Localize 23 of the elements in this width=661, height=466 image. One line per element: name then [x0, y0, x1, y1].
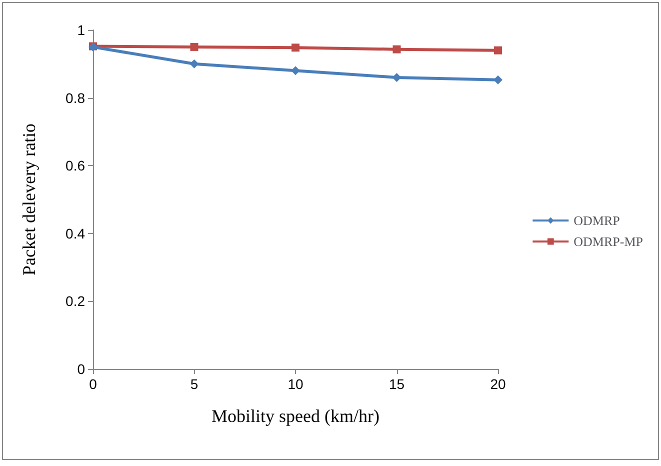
legend-label: ODMRP [574, 213, 620, 228]
x-axis-title: Mobility speed (km/hr) [212, 406, 380, 426]
point [291, 66, 300, 76]
point [392, 72, 402, 82]
x-tick-label: 0 [89, 376, 98, 392]
point [190, 42, 198, 51]
y-tick-label: 1 [77, 22, 86, 38]
point [494, 75, 502, 84]
point [190, 59, 199, 68]
y-tick-label: 0 [77, 361, 86, 377]
y-axis-title: Packet delevery ratio [19, 124, 39, 276]
y-tick-label: 0.6 [66, 158, 86, 174]
legend-label: ODMRP-MP [574, 234, 644, 249]
x-tick-label: 5 [190, 376, 198, 392]
y-tick-label: 0.8 [66, 90, 86, 106]
point [494, 46, 502, 54]
point [292, 44, 300, 52]
x-tick-label: 10 [288, 376, 304, 392]
x-tick-label: 15 [388, 376, 405, 392]
x-tick-label: 20 [490, 376, 506, 392]
y-tick-label: 0.2 [66, 293, 86, 310]
point [392, 45, 401, 54]
y-tick-label: 0.4 [66, 225, 86, 242]
